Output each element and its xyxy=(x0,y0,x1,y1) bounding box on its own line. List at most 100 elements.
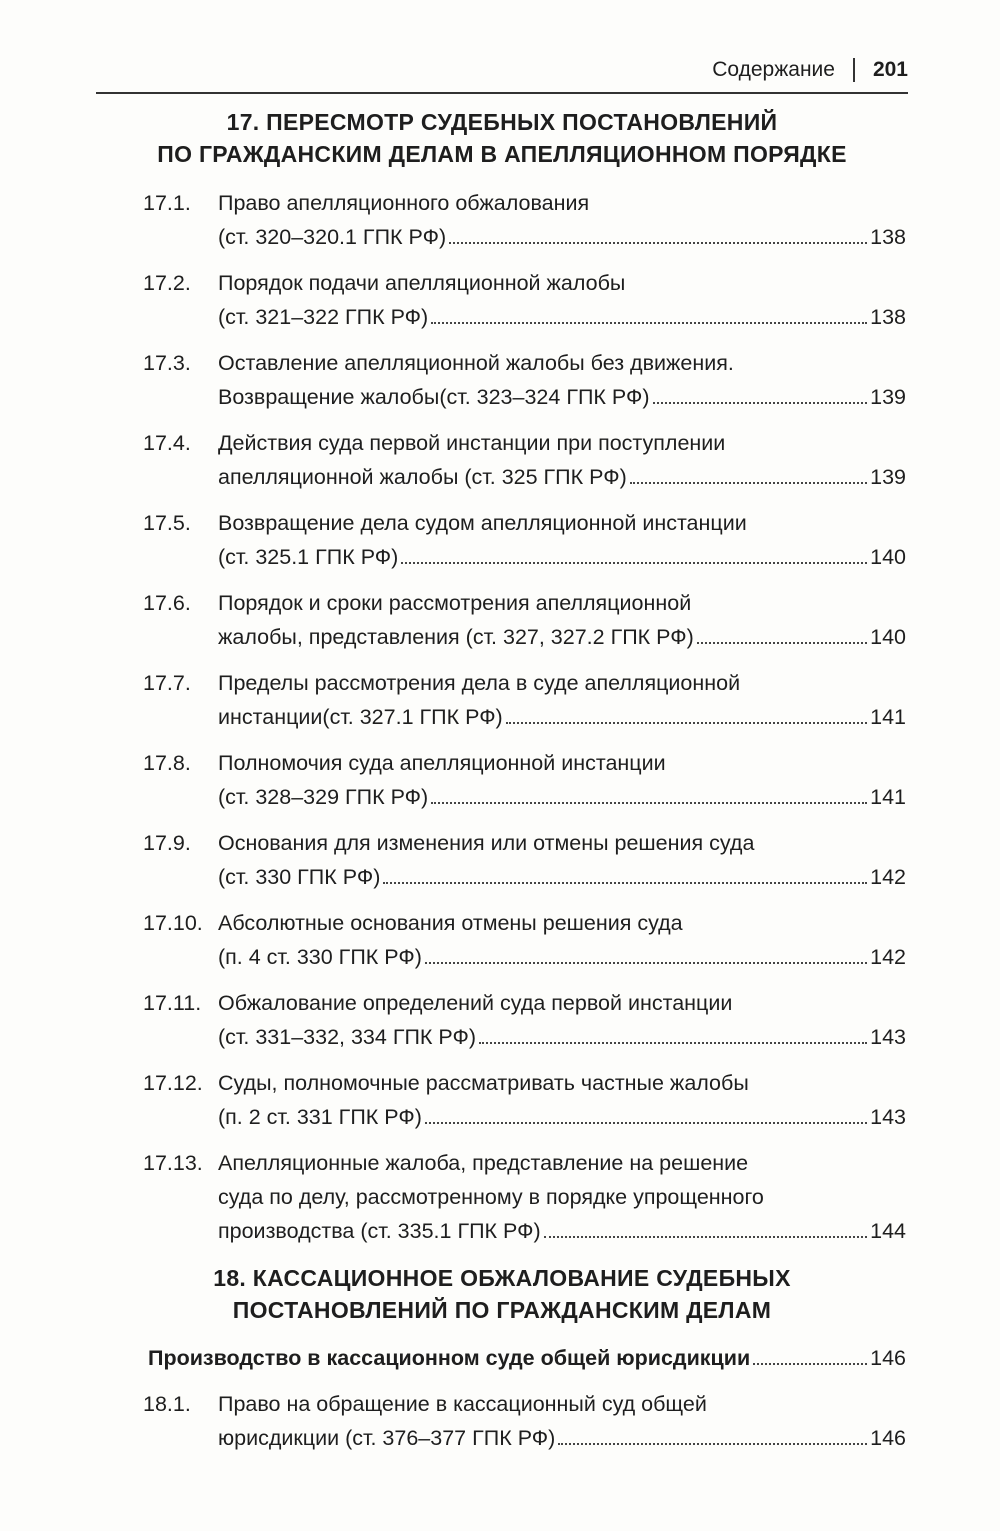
chapter-17-heading: 17. ПЕРЕСМОТР СУДЕБНЫХ ПОСТАНОВЛЕНИЙ ПО … xyxy=(96,106,908,170)
entry-text: Апелляционные жалоба, представление на р… xyxy=(218,1151,749,1175)
toc-entry[interactable]: 17.11. Обжалование определений суда перво… xyxy=(143,986,906,1054)
entry-number: 17.10. xyxy=(143,911,203,935)
entry-text: апелляционной жалобы (ст. 325 ГПК РФ) xyxy=(218,465,627,489)
entry-number: 17.8. xyxy=(143,751,191,775)
dot-leader xyxy=(543,1236,868,1238)
entry-text: производства (ст. 335.1 ГПК РФ) xyxy=(218,1219,541,1243)
entry-number: 17.6. xyxy=(143,591,191,615)
heading-line: ПО ГРАЖДАНСКИМ ДЕЛАМ В АПЕЛЛЯЦИОННОМ ПОР… xyxy=(157,141,847,167)
dot-leader xyxy=(383,882,868,884)
header-divider xyxy=(852,58,855,82)
entry-text: Абсолютные основания отмены решения суда xyxy=(218,911,683,935)
page-ref: 139 xyxy=(870,385,906,409)
entry-number: 17.5. xyxy=(143,511,191,535)
toc-entry[interactable]: 17.5. Возвращение дела судом апелляционно… xyxy=(143,506,906,574)
entry-number: 17.11. xyxy=(143,991,202,1015)
entry-text: (ст. 320–320.1 ГПК РФ) xyxy=(218,225,447,249)
dot-leader xyxy=(652,402,868,404)
toc-entry[interactable]: 17.8. Полномочия суда апелляционной инста… xyxy=(143,746,906,814)
heading-line: 18. КАССАЦИОННОЕ ОБЖАЛОВАНИЕ СУДЕБНЫХ xyxy=(213,1265,791,1291)
dot-leader xyxy=(401,562,868,564)
dot-leader xyxy=(431,322,868,324)
dot-leader xyxy=(479,1042,868,1044)
entry-text: Порядок подачи апелляционной жалобы xyxy=(218,271,626,295)
section-title: Содержание xyxy=(712,58,835,81)
entry-number: 17.2. xyxy=(143,271,191,295)
entry-number: 17.7. xyxy=(143,671,191,695)
page-ref: 140 xyxy=(870,545,906,569)
entry-text: (ст. 321–322 ГПК РФ) xyxy=(218,305,429,329)
entry-text: жалобы, представления (ст. 327, 327.2 ГП… xyxy=(218,625,694,649)
entry-text: Обжалование определений суда первой инст… xyxy=(218,991,733,1015)
entry-text: (ст. 330 ГПК РФ) xyxy=(218,865,381,889)
entry-number: 18.1. xyxy=(143,1392,191,1416)
page-ref: 140 xyxy=(870,625,906,649)
running-header: Содержание 201 xyxy=(712,58,908,82)
toc-entry[interactable]: 17.1. Право апелляционного обжалования (ст… xyxy=(143,186,906,254)
page-ref: 139 xyxy=(870,465,906,489)
dot-leader xyxy=(629,482,868,484)
entry-text: Возвращение дела судом апелляционной инс… xyxy=(218,511,747,535)
entry-text: (п. 2 ст. 331 ГПК РФ) xyxy=(218,1105,422,1129)
entry-text: Право апелляционного обжалования xyxy=(218,191,590,215)
dot-leader xyxy=(431,802,868,804)
entry-number: 17.1. xyxy=(143,191,191,215)
dot-leader xyxy=(424,1122,868,1124)
entry-text: Пределы рассмотрения дела в суде апелляц… xyxy=(218,671,741,695)
toc-entry[interactable]: 17.7. Пределы рассмотрения дела в суде ап… xyxy=(143,666,906,734)
entry-text: суда по делу, рассмотренному в порядке у… xyxy=(218,1185,764,1209)
dot-leader xyxy=(696,642,868,644)
toc-entry[interactable]: 18.1. Право на обращение в кассационный с… xyxy=(143,1387,906,1455)
entry-text: Основания для изменения или отмены решен… xyxy=(218,831,755,855)
toc-entry[interactable]: 17.6. Порядок и сроки рассмотрения апелля… xyxy=(143,586,906,654)
dot-leader xyxy=(505,722,868,724)
dot-leader xyxy=(753,1363,868,1365)
entry-number: 17.9. xyxy=(143,831,191,855)
dot-leader xyxy=(449,242,868,244)
page-ref: 142 xyxy=(870,865,906,889)
entry-number: 17.13. xyxy=(143,1151,203,1175)
entry-text: юрисдикции (ст. 376–377 ГПК РФ) xyxy=(218,1426,556,1450)
page-ref: 144 xyxy=(870,1219,906,1243)
page-ref: 146 xyxy=(870,1426,906,1450)
toc-entry[interactable]: 17.12. Суды, полномочные рассматривать ча… xyxy=(143,1066,906,1134)
entry-text: Полномочия суда апелляционной инстанции xyxy=(218,751,666,775)
page-ref: 143 xyxy=(870,1025,906,1049)
toc-entry[interactable]: 17.4. Действия суда первой инстанции при … xyxy=(143,426,906,494)
dot-leader xyxy=(558,1443,868,1445)
entry-number: 17.12. xyxy=(143,1071,203,1095)
toc-entry[interactable]: 17.3. Оставление апелляционной жалобы без… xyxy=(143,346,906,414)
entry-text: Действия суда первой инстанции при посту… xyxy=(218,431,726,455)
toc-entry[interactable]: 17.9. Основания для изменения или отмены … xyxy=(143,826,906,894)
toc-entry[interactable]: 17.2. Порядок подачи апелляционной жалобы… xyxy=(143,266,906,334)
subsection-title: Производство в кассационном суде общей ю… xyxy=(148,1346,751,1370)
entry-text: (ст. 331–332, 334 ГПК РФ) xyxy=(218,1025,477,1049)
page-ref: 146 xyxy=(870,1346,906,1370)
entry-text: Возвращение жалобы(ст. 323–324 ГПК РФ) xyxy=(218,385,650,409)
page-ref: 141 xyxy=(870,705,906,729)
heading-line: ПОСТАНОВЛЕНИЙ ПО ГРАЖДАНСКИМ ДЕЛАМ xyxy=(232,1297,772,1323)
page-ref: 143 xyxy=(870,1105,906,1129)
header-rule xyxy=(96,92,908,94)
entry-text: Право на обращение в кассационный суд об… xyxy=(218,1392,707,1416)
entry-text: инстанции(ст. 327.1 ГПК РФ) xyxy=(218,705,503,729)
toc-entry[interactable]: 17.10. Абсолютные основания отмены решени… xyxy=(143,906,906,974)
chapter-18-heading: 18. КАССАЦИОННОЕ ОБЖАЛОВАНИЕ СУДЕБНЫХ ПО… xyxy=(96,1262,908,1326)
toc-subsection[interactable]: Производство в кассационном суде общей ю… xyxy=(148,1341,906,1375)
entry-text: Порядок и сроки рассмотрения апелляционн… xyxy=(218,591,692,615)
page-ref: 142 xyxy=(870,945,906,969)
page-number: 201 xyxy=(872,58,908,81)
page-ref: 138 xyxy=(870,305,906,329)
page-ref: 141 xyxy=(870,785,906,809)
entry-text: (ст. 325.1 ГПК РФ) xyxy=(218,545,399,569)
entry-text: Оставление апелляционной жалобы без движ… xyxy=(218,351,734,375)
entry-number: 17.4. xyxy=(143,431,191,455)
entry-text: (ст. 328–329 ГПК РФ) xyxy=(218,785,429,809)
heading-line: 17. ПЕРЕСМОТР СУДЕБНЫХ ПОСТАНОВЛЕНИЙ xyxy=(226,109,778,135)
entry-number: 17.3. xyxy=(143,351,191,375)
dot-leader xyxy=(424,962,868,964)
entry-text: Суды, полномочные рассматривать частные … xyxy=(218,1071,749,1095)
page-ref: 138 xyxy=(870,225,906,249)
entry-text: (п. 4 ст. 330 ГПК РФ) xyxy=(218,945,422,969)
toc-entry[interactable]: 17.13. Апелляционные жалоба, представлени… xyxy=(143,1146,906,1248)
